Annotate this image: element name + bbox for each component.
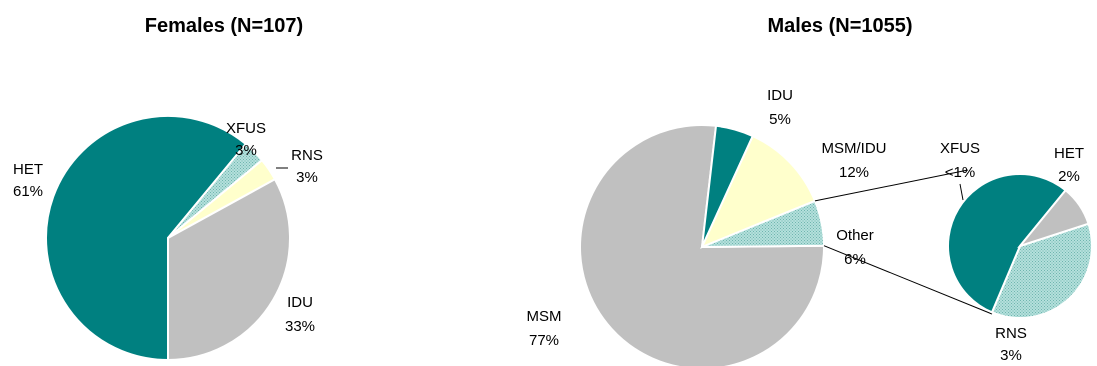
slice-label-name: IDU [287,294,313,311]
slice-label-value: 77% [529,332,559,349]
males-label-msm-idu: MSM/IDU 12% [822,140,887,181]
slice-label-name: XFUS [940,140,980,157]
slice-label-value: 2% [1058,168,1080,185]
females-slice-het [45,115,248,362]
slice-label-name: HET [1054,145,1084,162]
slice-label-value: 33% [285,318,315,335]
slice-label-name: IDU [767,87,793,104]
slice-label-name: Other [836,227,874,244]
slice-label-value: 3% [1000,347,1022,364]
slice-label-value: 3% [296,169,318,186]
males-chart-title: Males (N=1055) [767,15,912,37]
males-pie [579,124,826,366]
slice-label-value: 61% [13,183,43,200]
breakout-slice-het [990,222,1093,319]
females-chart-title: Females (N=107) [145,15,303,37]
females-pie [45,115,291,362]
slice-label-name: RNS [291,147,323,164]
males-label-other: Other 6% [836,227,874,268]
slice-label-name: HET [13,161,43,178]
slice-label-name: RNS [995,325,1027,342]
slice-label-value: 3% [235,142,257,159]
females-slice-idu [167,177,291,362]
breakout-connectors [814,169,993,315]
breakout-label-rns: RNS 3% [995,325,1027,364]
males-label-idu: IDU 5% [767,87,793,128]
connector-line-bottom [823,245,993,315]
slice-label-value: <1% [945,164,975,181]
females-label-het: HET 61% [13,161,43,200]
females-label-rns: RNS 3% [291,147,323,186]
breakout-label-het: HET 2% [1054,145,1084,185]
females-label-idu: IDU 33% [285,294,315,335]
breakout-slice-xfus [1017,188,1090,249]
slice-label-value: 12% [839,164,869,181]
slice-label-name: MSM/IDU [822,140,887,157]
breakout-label-xfus: XFUS <1% [940,140,980,181]
connector-line-top [814,169,969,202]
males-label-msm: MSM 77% [527,308,562,349]
slice-label-value: 5% [769,111,791,128]
males-other-breakout-pie [947,173,1093,319]
slice-label-name: XFUS [226,120,266,137]
xfus-leader-line [959,183,964,201]
slice-label-value: 6% [844,251,866,268]
slice-label-name: MSM [527,308,562,325]
females-label-xfus: XFUS 3% [226,120,266,159]
males-slice-msm-idu [700,134,817,249]
breakout-slice-rns [947,173,1067,314]
